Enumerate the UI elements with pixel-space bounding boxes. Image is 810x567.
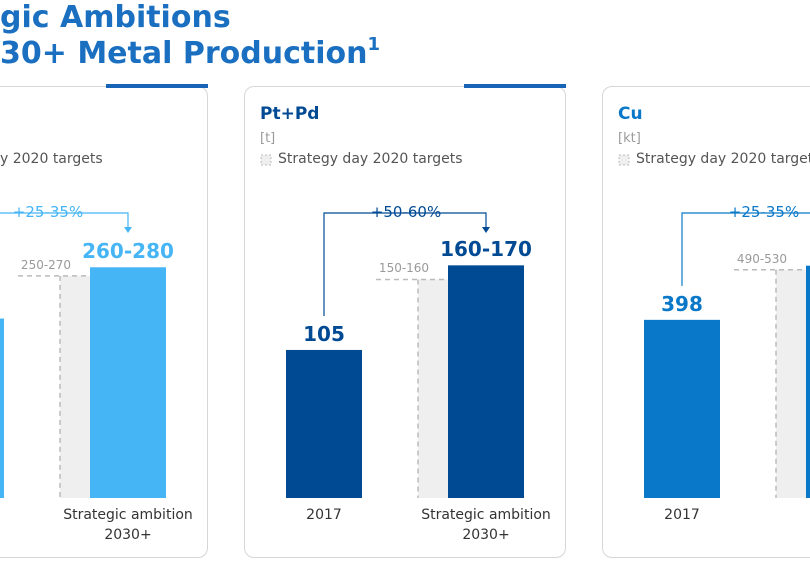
x-tick-label: 2017 <box>664 507 700 523</box>
footnote-mark: 1 <box>367 34 380 55</box>
annotation-arrow <box>482 227 490 233</box>
slide-title-text: 30+ Metal Production <box>0 36 368 71</box>
slide-title: gic Ambitions <box>0 0 231 35</box>
bar <box>806 265 810 498</box>
legend-swatch <box>260 154 272 166</box>
annotation-line <box>681 212 810 286</box>
card <box>0 86 208 558</box>
target-label: 490-530 <box>736 251 788 266</box>
bar <box>644 319 720 498</box>
target-outline <box>734 268 806 498</box>
target-box <box>418 279 448 498</box>
unit-label: [t] <box>260 131 276 146</box>
card-accent <box>106 84 208 88</box>
card <box>602 86 810 558</box>
legend-swatch <box>618 154 630 166</box>
annotation: +50-60% <box>366 203 446 221</box>
target-outline <box>18 275 90 498</box>
annotation: +25-35% <box>8 203 88 221</box>
annotation-arrow <box>124 227 132 233</box>
x-tick-label: Strategic ambition 2030+ <box>421 507 551 543</box>
chart-title: Pt+Pd <box>260 104 320 124</box>
value-label: 398 <box>661 291 703 316</box>
chart-title: Cu <box>618 104 643 124</box>
card-accent <box>464 84 566 88</box>
target-box <box>776 269 806 498</box>
legend-label: y 2020 targets <box>0 151 103 167</box>
target-box <box>60 275 90 498</box>
target-label: 250-270 <box>20 257 72 272</box>
card <box>244 86 566 558</box>
slide-title: 30+ Metal Production1 <box>0 34 380 71</box>
bar <box>448 265 524 498</box>
legend-label: Strategy day 2020 targets <box>278 151 463 167</box>
value-label: 105 <box>303 321 345 346</box>
target-label: 150-160 <box>378 261 430 276</box>
legend-label: Strategy day 2020 targets <box>636 151 810 167</box>
unit-label: [kt] <box>618 131 641 146</box>
bar <box>0 318 4 498</box>
x-tick-label: 2017 <box>306 507 342 523</box>
annotation-line <box>0 212 129 229</box>
bar <box>90 267 166 498</box>
value-label: 260-280 <box>82 239 174 264</box>
target-outline <box>376 278 448 498</box>
value-label: 160-170 <box>440 237 532 262</box>
annotation-line <box>323 212 487 316</box>
bar <box>286 349 362 498</box>
annotation: +25-35% <box>724 203 804 221</box>
x-tick-label: Strategic ambition 2030+ <box>63 507 193 543</box>
